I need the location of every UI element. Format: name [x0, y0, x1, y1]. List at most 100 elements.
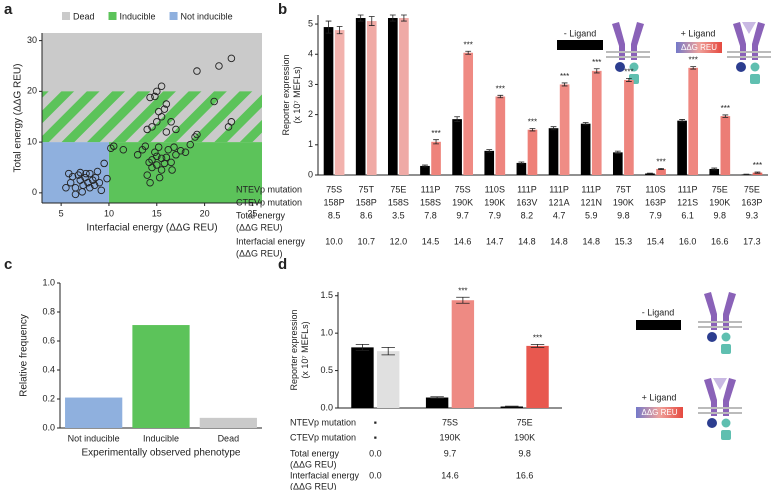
bar: [132, 325, 190, 428]
panel-label: a: [4, 1, 13, 18]
row-label: Interfacial energy: [290, 470, 360, 480]
legend-label: + Ligand: [642, 392, 677, 402]
receptor-diagram: [697, 291, 743, 355]
point: [65, 169, 73, 178]
table-cell: 190K: [514, 432, 535, 442]
bar: [420, 165, 430, 175]
table-cell: 9.8: [518, 448, 531, 458]
table-cell: 121N: [580, 197, 602, 207]
panel-label: c: [4, 256, 12, 273]
bar: [399, 18, 409, 176]
point: [191, 133, 199, 141]
point: [193, 130, 201, 139]
significance: ***: [458, 286, 467, 295]
error-bar: [357, 14, 364, 22]
y-tick-label: 0.5: [320, 365, 333, 375]
bar: [580, 123, 591, 175]
point: [167, 118, 175, 126]
y-tick-label: 0.0: [42, 422, 55, 432]
significance: ***: [592, 58, 601, 67]
table-cell: 7.9: [489, 210, 502, 220]
y-tick-label: 0.6: [42, 335, 55, 345]
table-cell: 9.8: [714, 210, 727, 220]
table-cell: 158P: [324, 197, 345, 207]
bar: [688, 67, 699, 175]
table-cell: 190K: [439, 432, 460, 442]
table-cell: 190K: [613, 197, 634, 207]
point: [93, 167, 102, 176]
receptor-diagram: [726, 21, 772, 85]
table-cell: 15.3: [615, 236, 633, 246]
x-tick-label: 25: [247, 208, 257, 218]
error-bar: [381, 346, 395, 356]
table-cell: 9.7: [444, 448, 457, 458]
error-bar: [486, 149, 493, 153]
point: [143, 171, 151, 179]
y-tick-label: 0.0: [320, 402, 333, 412]
significance: ***: [533, 333, 542, 342]
point: [157, 166, 166, 174]
error-bar: [430, 396, 444, 399]
point: [143, 125, 151, 134]
significance: ***: [496, 84, 505, 93]
point: [181, 148, 190, 157]
significance: ***: [464, 40, 473, 49]
bar: [495, 96, 506, 175]
table-cell: 14.8: [550, 236, 568, 246]
point: [162, 100, 171, 108]
table-cell: 75T: [358, 184, 374, 194]
error-bar: [454, 116, 460, 122]
error-bar: [505, 405, 519, 408]
significance: ***: [431, 129, 440, 138]
row-label: Total energy: [236, 210, 286, 220]
bar: [451, 300, 475, 408]
point: [170, 143, 178, 151]
error-bar: [336, 26, 343, 35]
table-cell: 75E: [712, 184, 728, 194]
table-cell: 9.3: [746, 210, 759, 220]
table-cell: 0.0: [369, 448, 382, 458]
bar: [548, 128, 559, 175]
point: [172, 125, 180, 134]
bar: [526, 345, 549, 408]
legend-label: - Ligand: [642, 307, 675, 317]
point: [160, 105, 169, 113]
point: [84, 178, 92, 187]
point: [227, 54, 236, 63]
legend-label: - Ligand: [564, 28, 597, 38]
point: [193, 67, 201, 75]
legend-swatch: [62, 12, 70, 20]
row-label: NTEVp mutation: [290, 417, 356, 427]
point: [155, 173, 164, 182]
point: [167, 158, 175, 167]
bar: [387, 18, 398, 176]
table-cell: 12.0: [390, 236, 408, 246]
legend-swatch: [636, 320, 681, 330]
table-cell: 158S: [388, 197, 409, 207]
point: [86, 169, 94, 178]
bar: [484, 150, 495, 175]
error-bar: [614, 150, 621, 154]
table-cell: 75S: [442, 417, 458, 427]
error-bar: [530, 343, 545, 348]
y-tick-label: 2: [308, 109, 313, 119]
error-bar: [497, 94, 504, 99]
point: [82, 169, 90, 178]
x-axis-label: Interfacial energy (ΔΔG REU): [86, 223, 217, 234]
y-tick-label: 0: [308, 169, 313, 179]
error-bar: [355, 343, 370, 351]
table-cell: 163P: [645, 197, 666, 207]
receptor-diagram: [697, 377, 743, 441]
table-cell: 190K: [484, 197, 505, 207]
point: [100, 159, 108, 168]
bar: [624, 79, 634, 175]
point: [186, 140, 195, 149]
table-cell: ▪: [374, 432, 377, 442]
error-bar: [550, 126, 557, 131]
table-cell: 121S: [677, 197, 698, 207]
x-tick-label: Dead: [218, 433, 240, 443]
y-tick-label: 4: [308, 49, 313, 59]
point: [153, 118, 161, 126]
point: [151, 148, 159, 157]
error-bar: [658, 167, 664, 170]
